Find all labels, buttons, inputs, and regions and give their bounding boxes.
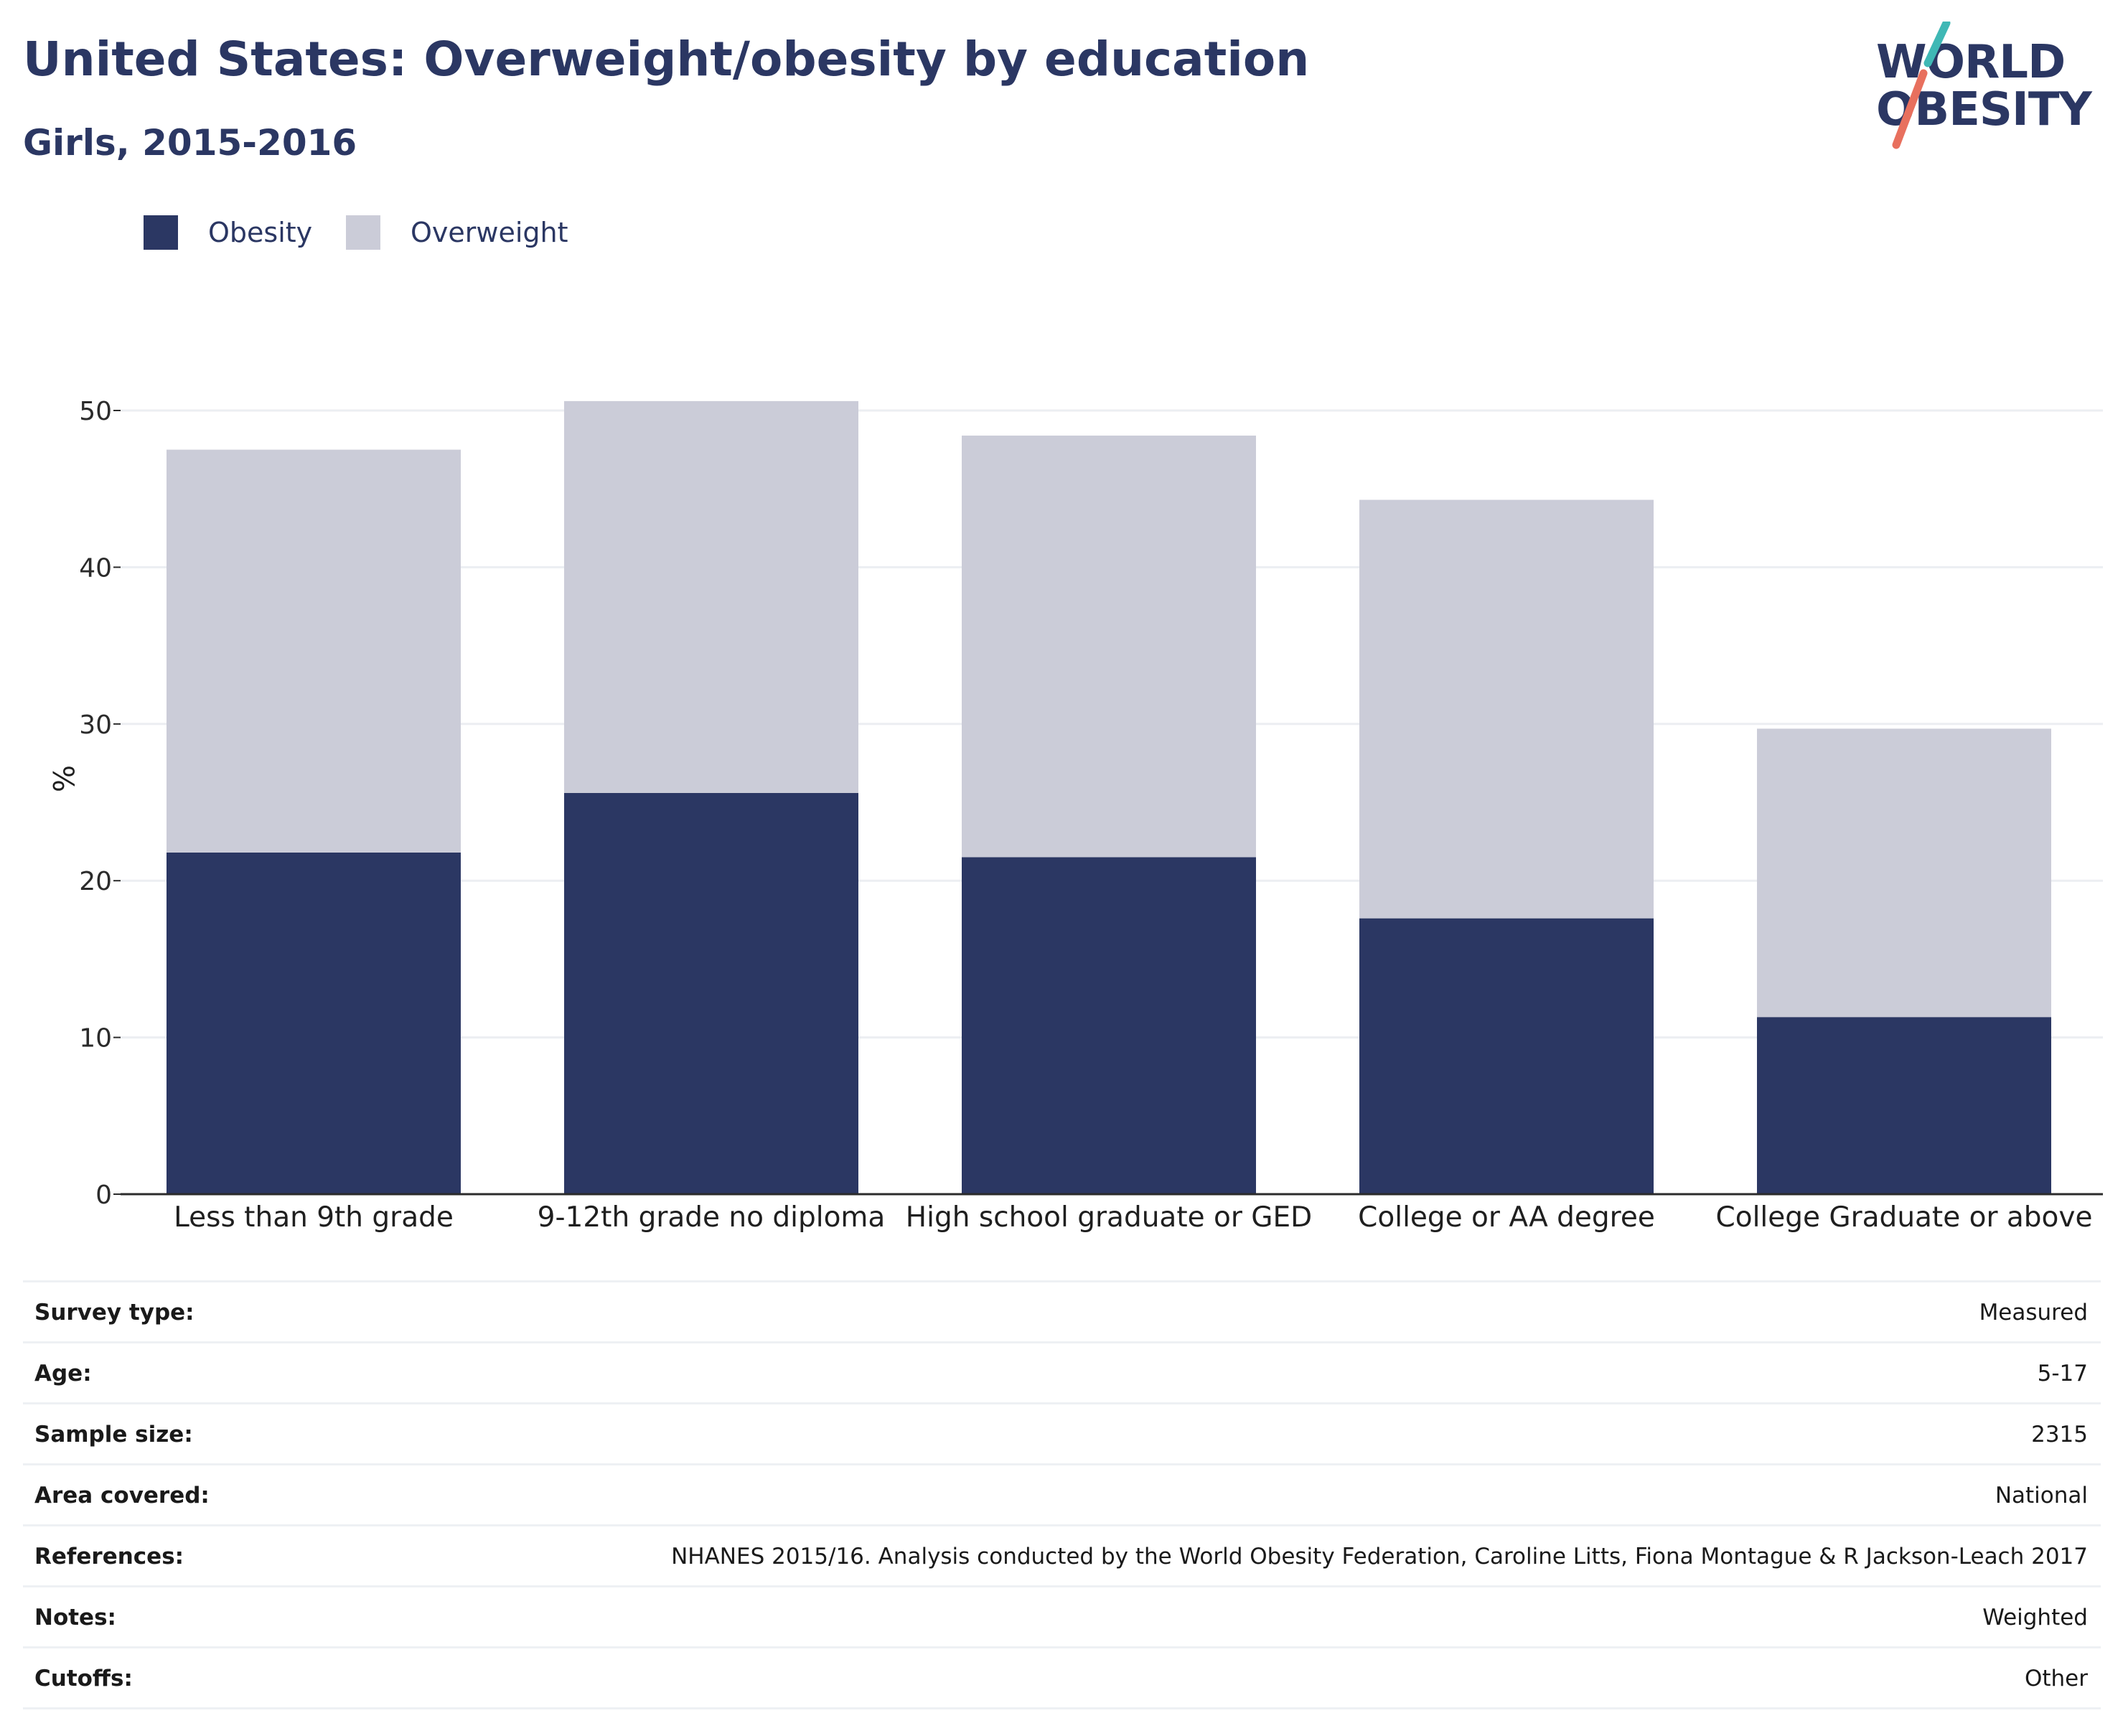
meta-value: Measured	[1979, 1300, 2088, 1326]
y-tick-label: 10	[79, 1024, 112, 1054]
page-subtitle: Girls, 2015-2016	[23, 122, 357, 164]
y-tick-label: 20	[79, 867, 112, 896]
stacked-bar-chart: 0 10 20 30 40 50 Less than 9th grade 9-12th gra…	[46, 397, 2103, 1234]
meta-value: National	[1995, 1483, 2088, 1509]
x-category-label: Less than 9th grade	[174, 1201, 454, 1234]
survey-details-table: Survey type: Measured Age: 5-17 Sample size:…	[23, 1280, 2101, 1709]
logo-line-1: WORLD	[1876, 36, 2066, 89]
y-tick-label: 30	[79, 710, 112, 740]
meta-row: References: NHANES 2015/16. Analysis cond…	[23, 1524, 2101, 1585]
meta-value: 5-17	[2037, 1361, 2088, 1387]
meta-key: Survey type:	[34, 1300, 195, 1326]
x-category-label: High school graduate or GED	[906, 1201, 1312, 1234]
bar-obesity[interactable]	[1757, 1017, 2051, 1194]
meta-key: Age:	[34, 1361, 92, 1387]
logo-slash-icon	[1892, 22, 1951, 149]
bar-obesity[interactable]	[1359, 918, 1654, 1194]
meta-key: Sample size:	[34, 1422, 193, 1448]
bar-overweight[interactable]	[1359, 499, 1654, 919]
bar-overweight[interactable]	[167, 449, 461, 853]
y-tick-label: 40	[79, 553, 112, 583]
meta-row: Notes: Weighted	[23, 1585, 2101, 1646]
x-category-label: College or AA degree	[1358, 1201, 1655, 1234]
meta-key: Area covered:	[34, 1483, 210, 1509]
bars-layer	[167, 400, 2051, 1194]
axis-layer: 0 10 20 30 40 50 Less than 9th grade 9-12th gra…	[79, 397, 2103, 1234]
x-category-label: College Graduate or above	[1716, 1201, 2093, 1234]
meta-row: Sample size: 2315	[23, 1402, 2101, 1463]
meta-row: Area covered: National	[23, 1463, 2101, 1524]
bar-overweight[interactable]	[564, 400, 858, 793]
bar-obesity[interactable]	[962, 857, 1256, 1194]
meta-value: NHANES 2015/16. Analysis conducted by th…	[671, 1544, 2088, 1570]
x-category-label: 9-12th grade no diploma	[538, 1201, 886, 1234]
y-axis-title: %	[46, 765, 79, 792]
bar-overweight[interactable]	[1757, 728, 2051, 1018]
y-tick-label: 50	[79, 397, 112, 426]
bar-obesity[interactable]	[564, 792, 858, 1194]
meta-row: Survey type: Measured	[23, 1280, 2101, 1341]
bar-obesity[interactable]	[167, 852, 461, 1194]
meta-key: References:	[34, 1544, 184, 1570]
y-tick-label: 0	[95, 1181, 112, 1210]
meta-row: Cutoffs: Other	[23, 1646, 2101, 1709]
legend-swatch-obesity	[144, 215, 178, 250]
meta-value: 2315	[2031, 1422, 2088, 1448]
world-obesity-logo: WORLD OBESITY	[1866, 22, 2110, 158]
bar-overweight[interactable]	[962, 435, 1256, 858]
meta-row: Age: 5-17	[23, 1341, 2101, 1402]
legend-label-overweight: Overweight	[411, 217, 568, 248]
meta-key: Cutoffs:	[34, 1666, 133, 1692]
page-title: United States: Overweight/obesity by edu…	[23, 32, 1310, 87]
meta-key: Notes:	[34, 1605, 116, 1631]
legend-swatch-overweight	[346, 215, 380, 250]
meta-value: Other	[2024, 1666, 2088, 1692]
legend-label-obesity: Obesity	[208, 217, 313, 248]
meta-value: Weighted	[1982, 1605, 2088, 1631]
